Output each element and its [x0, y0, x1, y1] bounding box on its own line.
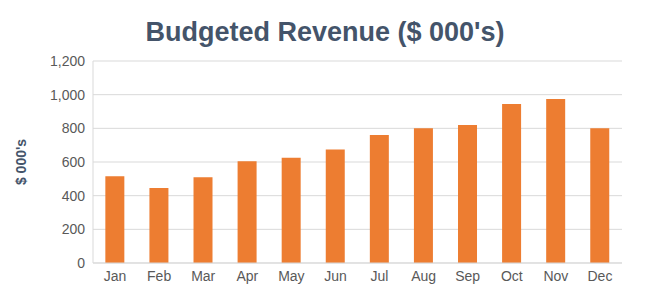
svg-text:Feb: Feb	[147, 268, 171, 284]
svg-text:Nov: Nov	[543, 268, 568, 284]
svg-text:1,000: 1,000	[50, 87, 85, 103]
svg-text:Jun: Jun	[324, 268, 347, 284]
svg-text:1,200: 1,200	[50, 56, 85, 69]
svg-text:Sep: Sep	[455, 268, 480, 284]
svg-text:200: 200	[62, 221, 86, 237]
svg-text:Dec: Dec	[588, 268, 613, 284]
svg-text:Oct: Oct	[501, 268, 523, 284]
svg-text:600: 600	[62, 154, 86, 170]
svg-text:May: May	[278, 268, 304, 284]
svg-text:0: 0	[77, 255, 85, 271]
svg-text:800: 800	[62, 120, 86, 136]
svg-text:Apr: Apr	[236, 268, 258, 284]
svg-text:Aug: Aug	[411, 268, 436, 284]
svg-text:Jan: Jan	[104, 268, 127, 284]
svg-text:400: 400	[62, 188, 86, 204]
html-text:Budgeted Revenue ($ 000's): Budgeted Revenue ($ 000's)	[145, 17, 505, 47]
svg-text:Jul: Jul	[371, 268, 389, 284]
svg-text:$ 000's: $ 000's	[13, 139, 29, 185]
svg-text:Mar: Mar	[191, 268, 215, 284]
